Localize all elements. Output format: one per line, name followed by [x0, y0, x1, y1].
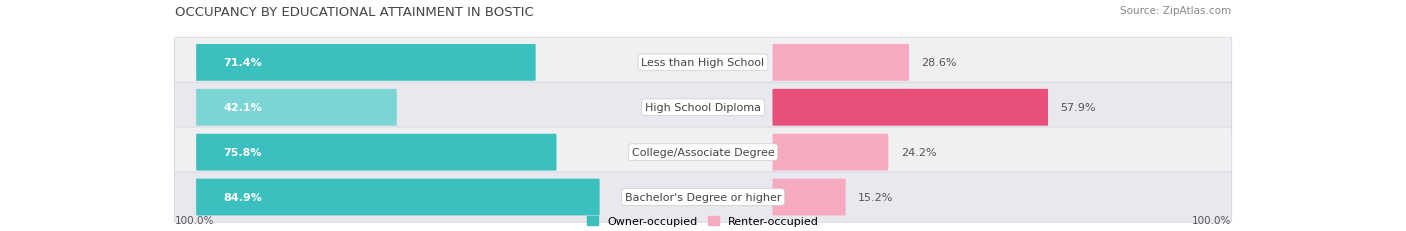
- FancyBboxPatch shape: [174, 128, 1232, 177]
- Text: 75.8%: 75.8%: [224, 148, 262, 158]
- FancyBboxPatch shape: [174, 83, 1232, 133]
- Text: Bachelor's Degree or higher: Bachelor's Degree or higher: [624, 192, 782, 202]
- Text: Less than High School: Less than High School: [641, 58, 765, 68]
- FancyBboxPatch shape: [197, 134, 557, 171]
- Text: High School Diploma: High School Diploma: [645, 103, 761, 113]
- FancyBboxPatch shape: [772, 45, 910, 81]
- Text: 71.4%: 71.4%: [224, 58, 263, 68]
- FancyBboxPatch shape: [174, 38, 1232, 88]
- Legend: Owner-occupied, Renter-occupied: Owner-occupied, Renter-occupied: [582, 211, 824, 231]
- Text: 100.0%: 100.0%: [1191, 216, 1230, 225]
- Text: 42.1%: 42.1%: [224, 103, 263, 113]
- FancyBboxPatch shape: [197, 179, 599, 216]
- FancyBboxPatch shape: [772, 89, 1047, 126]
- Text: 100.0%: 100.0%: [176, 216, 215, 225]
- Text: 84.9%: 84.9%: [224, 192, 263, 202]
- Text: OCCUPANCY BY EDUCATIONAL ATTAINMENT IN BOSTIC: OCCUPANCY BY EDUCATIONAL ATTAINMENT IN B…: [176, 6, 534, 19]
- FancyBboxPatch shape: [174, 172, 1232, 222]
- FancyBboxPatch shape: [197, 89, 396, 126]
- Text: 57.9%: 57.9%: [1060, 103, 1095, 113]
- Text: 15.2%: 15.2%: [858, 192, 893, 202]
- Text: College/Associate Degree: College/Associate Degree: [631, 148, 775, 158]
- Text: 24.2%: 24.2%: [901, 148, 936, 158]
- Text: Source: ZipAtlas.com: Source: ZipAtlas.com: [1119, 6, 1230, 16]
- FancyBboxPatch shape: [197, 45, 536, 81]
- FancyBboxPatch shape: [772, 134, 889, 171]
- FancyBboxPatch shape: [772, 179, 845, 216]
- Text: 28.6%: 28.6%: [921, 58, 957, 68]
